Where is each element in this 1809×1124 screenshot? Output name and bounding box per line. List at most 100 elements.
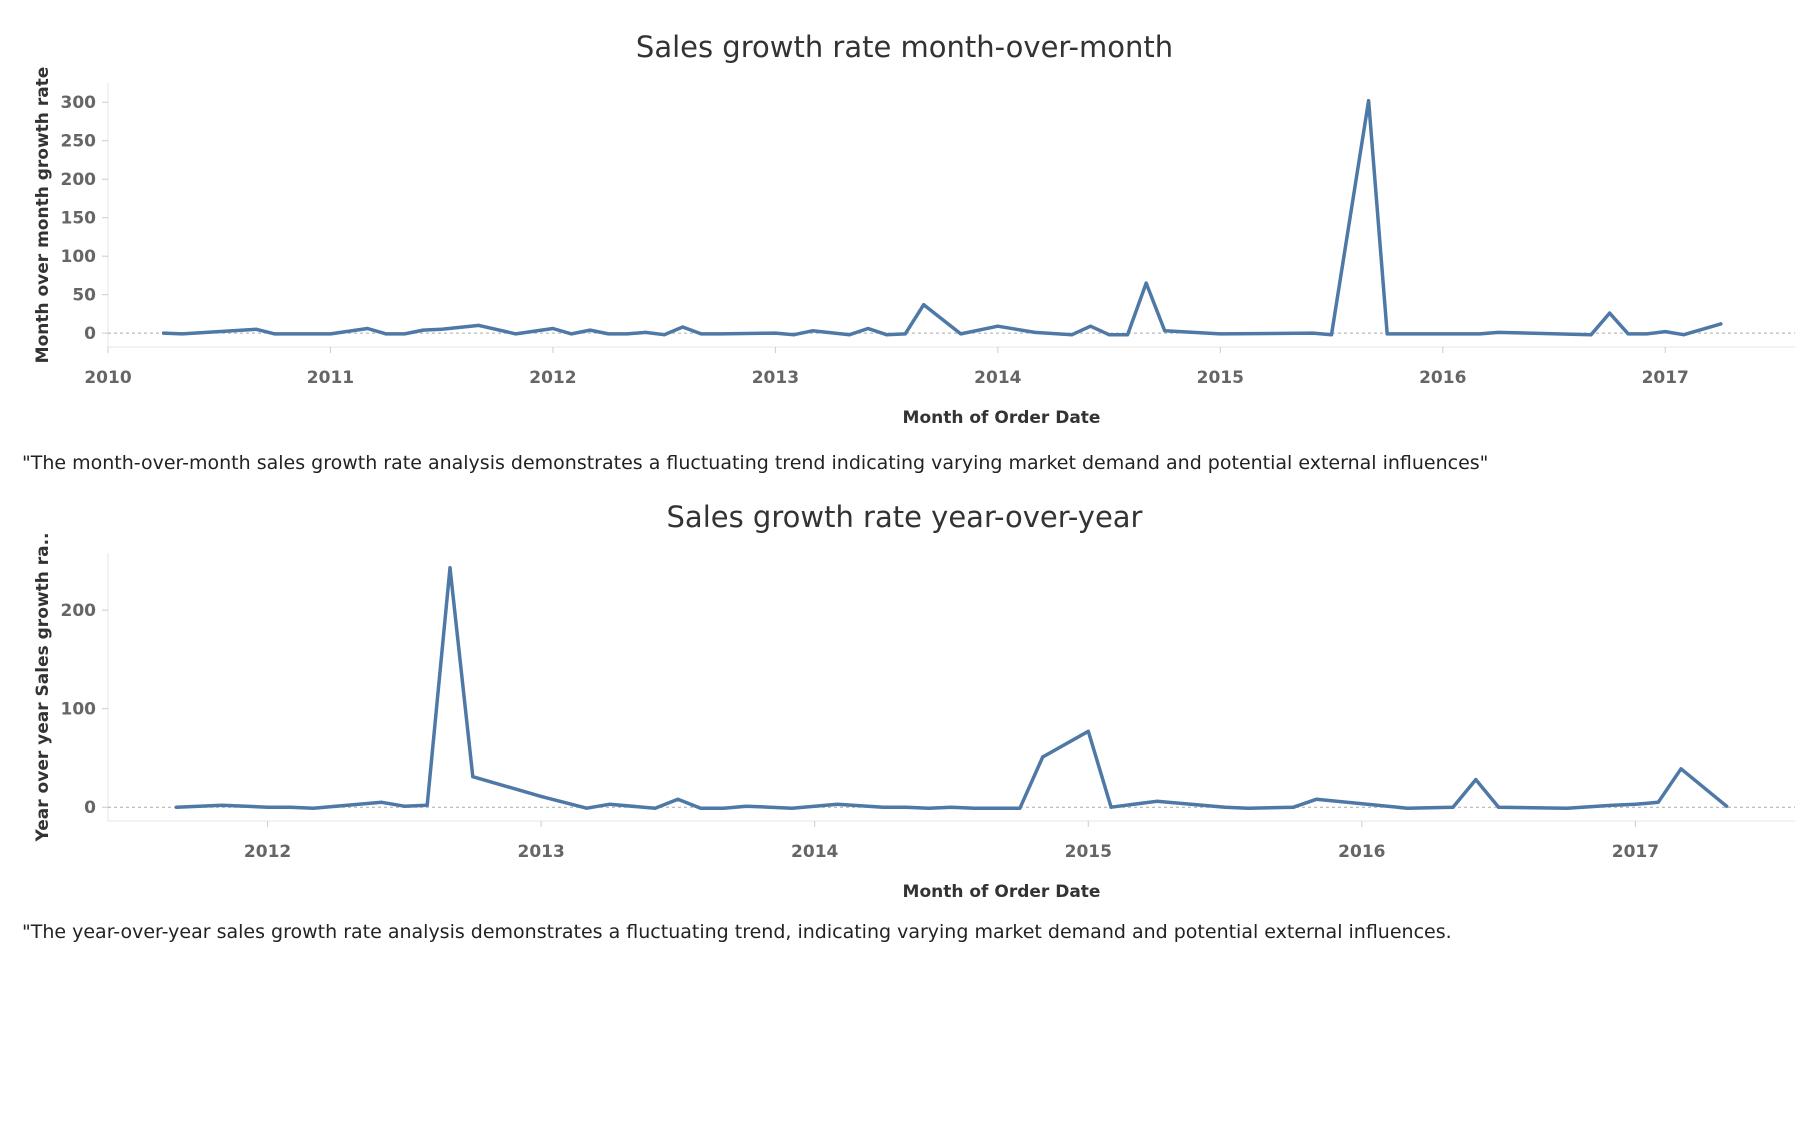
data-point[interactable] (311, 806, 315, 810)
data-point[interactable] (384, 332, 388, 336)
data-point[interactable] (927, 806, 931, 810)
data-point[interactable] (1474, 778, 1478, 782)
data-point[interactable] (1589, 333, 1593, 337)
data-point[interactable] (1107, 333, 1111, 337)
data-point[interactable] (792, 333, 796, 337)
data-point[interactable] (790, 806, 794, 810)
data-point[interactable] (904, 805, 908, 809)
y-tick-label: 50 (72, 286, 96, 306)
data-point[interactable] (959, 332, 963, 336)
data-point[interactable] (1451, 805, 1455, 809)
data-point[interactable] (539, 794, 543, 798)
data-point[interactable] (1405, 806, 1409, 810)
data-point[interactable] (440, 327, 444, 331)
data-point[interactable] (1126, 333, 1130, 337)
data-point[interactable] (1246, 806, 1250, 810)
data-point[interactable] (174, 805, 178, 809)
data-point[interactable] (1608, 311, 1612, 315)
x-tick-label: 2017 (1642, 368, 1689, 388)
data-point[interactable] (996, 324, 1000, 328)
data-point[interactable] (676, 797, 680, 801)
data-point[interactable] (1679, 767, 1683, 771)
data-point[interactable] (699, 332, 703, 336)
data-point[interactable] (1070, 333, 1074, 337)
data-point[interactable] (1633, 802, 1637, 806)
data-point[interactable] (1291, 805, 1296, 809)
data-point[interactable] (448, 566, 452, 570)
data-point[interactable] (1314, 797, 1318, 801)
data-point[interactable] (403, 332, 407, 336)
data-point[interactable] (402, 804, 406, 808)
data-point[interactable] (1645, 332, 1649, 336)
data-point[interactable] (273, 332, 277, 336)
data-point[interactable] (607, 802, 612, 806)
data-point[interactable] (1033, 330, 1037, 334)
data-point[interactable] (681, 325, 685, 329)
data-point[interactable] (365, 326, 370, 331)
data-point[interactable] (718, 332, 722, 336)
data-point[interactable] (1086, 729, 1090, 733)
data-point[interactable] (254, 327, 258, 331)
data-point[interactable] (514, 332, 518, 336)
data-point[interactable] (885, 333, 889, 337)
data-point[interactable] (220, 803, 224, 807)
data-point[interactable] (1385, 332, 1389, 336)
data-point[interactable] (1144, 281, 1148, 285)
data-point[interactable] (1109, 805, 1113, 809)
data-point[interactable] (551, 326, 555, 331)
data-point[interactable] (1626, 332, 1630, 336)
data-point[interactable] (425, 803, 429, 807)
data-point[interactable] (288, 805, 292, 809)
data-point[interactable] (653, 806, 657, 810)
data-point[interactable] (881, 805, 885, 809)
data-point[interactable] (644, 330, 648, 334)
data-point[interactable] (1018, 806, 1022, 810)
data-point[interactable] (471, 775, 475, 779)
data-point[interactable] (744, 804, 748, 808)
data-point[interactable] (810, 329, 815, 333)
data-point[interactable] (1163, 329, 1167, 333)
data-point[interactable] (625, 332, 629, 336)
data-point[interactable] (1682, 333, 1686, 337)
data-point[interactable] (835, 802, 840, 806)
data-point[interactable] (922, 303, 926, 307)
data-point[interactable] (1497, 805, 1501, 809)
data-point[interactable] (972, 806, 976, 810)
data-point[interactable] (1311, 331, 1315, 335)
data-point[interactable] (328, 332, 333, 336)
data-point[interactable] (162, 331, 166, 335)
data-point[interactable] (606, 332, 611, 336)
data-point[interactable] (585, 806, 589, 810)
data-point[interactable] (380, 800, 384, 804)
data-point[interactable] (1656, 800, 1660, 804)
data-point[interactable] (1155, 799, 1159, 803)
data-point[interactable] (1218, 332, 1222, 336)
data-point[interactable] (1496, 330, 1500, 334)
data-point[interactable] (1719, 322, 1723, 326)
data-point[interactable] (949, 805, 954, 809)
data-point[interactable] (291, 332, 295, 336)
data-point[interactable] (421, 328, 425, 332)
data-point[interactable] (588, 328, 592, 332)
data-point[interactable] (721, 806, 726, 810)
data-point[interactable] (1223, 805, 1227, 809)
data-point[interactable] (903, 332, 907, 336)
data-point[interactable] (1088, 324, 1093, 328)
data-point[interactable] (180, 332, 184, 336)
data-point[interactable] (569, 332, 574, 336)
data-point[interactable] (1725, 804, 1729, 808)
data-point[interactable] (699, 806, 703, 810)
data-point[interactable] (1041, 755, 1045, 759)
data-point[interactable] (847, 333, 852, 337)
data-point[interactable] (266, 805, 270, 809)
data-point[interactable] (866, 326, 870, 331)
data-point[interactable] (773, 331, 778, 335)
data-point[interactable] (1663, 330, 1667, 334)
data-point[interactable] (1329, 333, 1334, 337)
data-point[interactable] (477, 323, 481, 327)
data-point[interactable] (1367, 99, 1371, 103)
data-point[interactable] (662, 333, 666, 337)
data-point[interactable] (1478, 332, 1482, 336)
data-point[interactable] (1611, 803, 1615, 807)
data-point[interactable] (1565, 806, 1569, 810)
